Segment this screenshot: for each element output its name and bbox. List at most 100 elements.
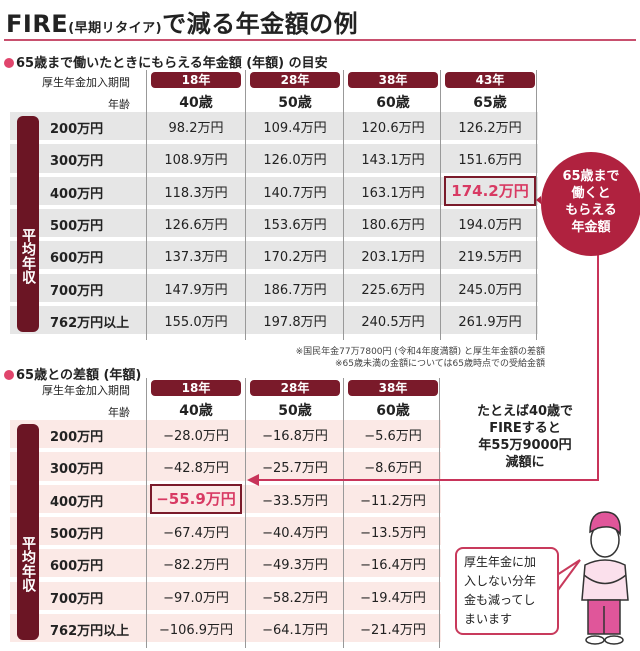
- table-cell: −49.3万円: [262, 558, 328, 574]
- table-cell: 109.4万円: [263, 121, 327, 136]
- table-cell: 137.3万円: [164, 250, 228, 266]
- table-cell: 163.1万円: [361, 185, 425, 201]
- age-header: 60歳: [376, 95, 410, 111]
- title-rule: [4, 39, 636, 41]
- age-label: 年齢: [108, 406, 130, 419]
- title-rest: で減る年金額の例: [162, 10, 359, 38]
- column-divider: [146, 70, 147, 341]
- bubble-line: もらえる: [565, 203, 617, 218]
- age-header: 50歳: [278, 403, 312, 419]
- row-group-label: 平均年収: [17, 116, 39, 333]
- note-2: ※65歳未満の金額については65歳時点での受給金額: [335, 359, 545, 369]
- table-row: [10, 305, 538, 335]
- table-row: [10, 452, 441, 481]
- reduction-callout: たとえば40歳で FIREすると 年55万9000円 減額に: [455, 403, 595, 471]
- age-label: 年齢: [108, 98, 130, 111]
- column-divider: [439, 378, 440, 649]
- table-cell: 143.1万円: [361, 153, 425, 169]
- age-header: 60歳: [376, 403, 410, 419]
- income-label: 300万円: [50, 462, 104, 478]
- period-label: 厚生年金加入期間: [42, 76, 130, 89]
- table-cell: 170.2万円: [263, 250, 327, 266]
- table-cell: −106.9万円: [158, 622, 234, 638]
- section1-heading-text: 65歳まで働いたときにもらえる年金額 (年額) の目安: [16, 56, 328, 71]
- income-label: 762万円以上: [50, 623, 130, 639]
- table-cell: 245.0万円: [458, 282, 522, 298]
- title-paren: (早期リタイア): [68, 21, 163, 36]
- income-label: 600万円: [50, 559, 104, 575]
- table-cell: 155.0万円: [164, 314, 228, 330]
- table-cell: 197.8万円: [263, 314, 327, 330]
- table-cell: 126.6万円: [164, 217, 228, 233]
- table-cell: 151.6万円: [458, 153, 522, 169]
- table-row: [10, 581, 441, 610]
- person-illustration: [581, 511, 629, 645]
- bullet-icon: [4, 58, 14, 68]
- table-cell: −11.2万円: [360, 493, 426, 509]
- table-cell: −58.2万円: [262, 590, 328, 606]
- income-label: 500万円: [50, 526, 104, 542]
- connector-line: [258, 250, 599, 481]
- table-cell: −33.5万円: [262, 493, 328, 509]
- speech-line: まいます: [464, 612, 513, 626]
- column-divider: [536, 70, 537, 341]
- period-label: 厚生年金加入期間: [42, 384, 130, 397]
- arrow-head-icon: [247, 474, 259, 486]
- income-label: 300万円: [50, 154, 104, 170]
- table-cell: −8.6万円: [364, 461, 422, 477]
- column-divider: [245, 378, 246, 649]
- table-cell: −28.0万円: [163, 429, 229, 444]
- income-label: 700万円: [50, 283, 104, 299]
- age-header: 50歳: [278, 95, 312, 111]
- table-row: [10, 144, 538, 173]
- section2-heading: 65歳との差額 (年額): [4, 364, 141, 383]
- income-label: 600万円: [50, 251, 104, 267]
- pension-bubble: 65歳まで 働くと もらえる 年金額: [541, 152, 640, 256]
- table-cell: −67.4万円: [163, 525, 229, 541]
- table-cell: −21.4万円: [360, 622, 426, 638]
- table-row: [10, 484, 441, 513]
- table-cell: −42.8万円: [163, 461, 229, 477]
- period-badge: 28年: [250, 72, 340, 88]
- page-title: FIRE(早期リタイア)で減る年金額の例: [6, 4, 358, 39]
- table-cell: 147.9万円: [164, 282, 228, 298]
- table-cell: −97.0万円: [163, 590, 229, 606]
- table-row: [10, 420, 441, 449]
- bubble-line: 65歳まで: [562, 169, 620, 184]
- callout-line: たとえば40歳で: [476, 404, 574, 419]
- table-row: [10, 241, 538, 270]
- callout-line: FIREすると: [489, 421, 561, 436]
- bullet-icon: [4, 370, 14, 380]
- highlighted-value: 174.2万円: [444, 175, 536, 206]
- table-row: [10, 516, 441, 546]
- income-label: 500万円: [50, 218, 104, 234]
- table-cell: −19.4万円: [360, 590, 426, 606]
- callout-line: 年55万9000円: [478, 438, 572, 453]
- speech-tail: [556, 559, 581, 591]
- speech-line: 金も減ってし: [464, 593, 536, 607]
- table-cell: −64.1万円: [262, 622, 328, 638]
- period-badge: 38年: [348, 380, 438, 396]
- table-cell: 203.1万円: [361, 250, 425, 266]
- income-label: 200万円: [50, 430, 104, 445]
- table-cell: 153.6万円: [263, 217, 327, 233]
- bubble-line: 働くと: [571, 186, 611, 201]
- table-row: [10, 549, 441, 578]
- table-row: [10, 613, 441, 643]
- table-cell: 180.6万円: [361, 217, 425, 233]
- income-label: 200万円: [50, 122, 104, 137]
- table-cell: 118.3万円: [164, 185, 228, 201]
- table-cell: −16.4万円: [360, 558, 426, 574]
- table-row: [10, 176, 538, 205]
- section2-heading-text: 65歳との差額 (年額): [16, 368, 142, 383]
- period-badge: 28年: [250, 380, 340, 396]
- age-header: 65歳: [473, 95, 507, 111]
- table-cell: 126.2万円: [458, 121, 522, 136]
- income-label: 400万円: [50, 186, 104, 202]
- column-divider: [343, 70, 344, 341]
- table-cell: −25.7万円: [262, 461, 328, 477]
- table-cell: −16.8万円: [262, 429, 328, 444]
- income-label: 762万円以上: [50, 315, 130, 331]
- column-divider: [245, 70, 246, 341]
